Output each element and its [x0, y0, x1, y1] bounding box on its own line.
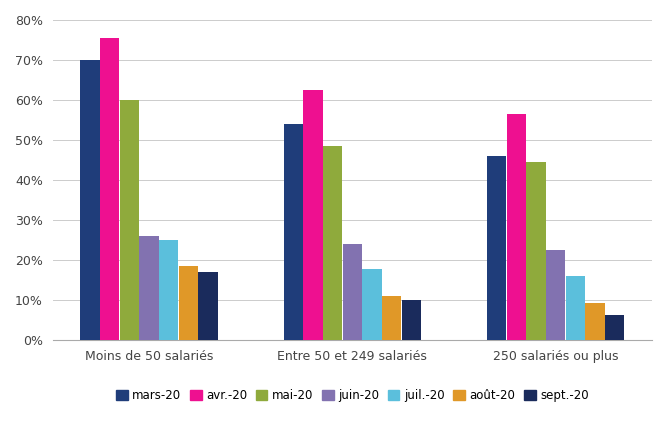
- Bar: [507, 114, 526, 340]
- Bar: [566, 276, 585, 340]
- Bar: [81, 60, 100, 340]
- Bar: [179, 266, 198, 340]
- Bar: [605, 315, 624, 340]
- Bar: [487, 156, 506, 340]
- Bar: [139, 236, 159, 340]
- Bar: [159, 240, 178, 340]
- Bar: [546, 250, 565, 340]
- Bar: [323, 146, 342, 340]
- Bar: [362, 269, 382, 340]
- Bar: [120, 100, 139, 340]
- Bar: [283, 124, 303, 340]
- Bar: [382, 296, 402, 340]
- Bar: [586, 303, 604, 340]
- Bar: [100, 38, 119, 340]
- Bar: [343, 244, 362, 340]
- Bar: [402, 300, 421, 340]
- Legend: mars-20, avr.-20, mai-20, juin-20, juil.-20, août-20, sept.-20: mars-20, avr.-20, mai-20, juin-20, juil.…: [111, 385, 594, 407]
- Bar: [526, 162, 546, 340]
- Bar: [199, 272, 217, 340]
- Bar: [303, 90, 323, 340]
